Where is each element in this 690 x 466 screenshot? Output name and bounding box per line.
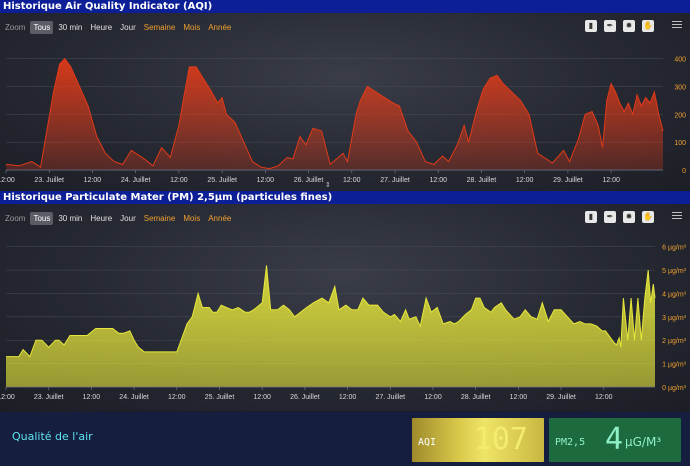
hand-icon[interactable]: ✋ <box>642 20 654 32</box>
pm-series-line[interactable] <box>6 265 656 358</box>
aqi-x-tick-label: 12:00 <box>0 177 15 184</box>
pm-x-tick-label: 28. Juillet <box>461 394 491 401</box>
air-quality-title: Qualité de l'air <box>12 430 93 443</box>
pm-x-tick-label: 29. Juillet <box>546 394 576 401</box>
pm-chart-tools: ▮ ✒ ✹ ✋ <box>585 211 654 223</box>
pm-range-selector: Zoom Tous 30 min Heure Jour Semaine Mois… <box>5 211 234 225</box>
pm-x-tick-label: 12:00 <box>0 394 15 401</box>
pm-y-tick-label: 0 µg/m³ <box>662 385 687 392</box>
range-year-button[interactable]: Année <box>208 22 232 32</box>
range-month-button[interactable]: Mois <box>183 22 201 32</box>
aqi-series-line[interactable] <box>5 57 664 170</box>
aqi-card: AQI 107 <box>412 418 544 462</box>
pm-x-tick-label: 12:00 <box>83 394 101 401</box>
chart-menu-icon[interactable] <box>672 21 682 29</box>
pm-x-tick-label: 26. Juillet <box>290 394 320 401</box>
pm-value: 4 <box>605 422 624 457</box>
range-hour-button[interactable]: Heure <box>90 22 113 32</box>
aqi-y-tick-label: 300 <box>674 84 686 91</box>
aqi-y-tick-label: 400 <box>674 57 686 64</box>
pm-x-tick-label: 12:00 <box>253 394 271 401</box>
aqi-chart-panel: Zoom Tous 30 min Heure Jour Semaine Mois… <box>0 13 690 193</box>
aqi-x-tick-label: 12:00 <box>170 177 188 184</box>
aqi-x-tick-label: 12:00 <box>257 177 275 184</box>
pm-y-tick-label: 1 µg/m³ <box>662 362 687 369</box>
pm-y-tick-label: 2 µg/m³ <box>662 338 687 345</box>
pm-y-tick-label: 5 µg/m³ <box>662 268 687 275</box>
pm-x-tick-label: 24. Juillet <box>119 394 149 401</box>
zoom-label: Zoom <box>5 213 26 223</box>
aqi-x-tick-label: 29. Juillet <box>553 177 583 184</box>
gear-icon[interactable]: ✹ <box>623 20 635 32</box>
pm-x-tick-label: 12:00 <box>510 394 528 401</box>
pm-chart: 0 µg/m³ 1 µg/m³ 2 µg/m³ 3 µg/m³ 4 µg/m³ 5 µg/… <box>0 245 687 401</box>
pm-area-series[interactable] <box>6 265 655 387</box>
pm-label: PM2,5 <box>555 437 586 448</box>
pm-unit: µG/M³ <box>625 435 662 449</box>
range-30min-button[interactable]: 30 min <box>58 22 83 32</box>
pipette-icon[interactable]: ✒ <box>604 20 616 32</box>
aqi-chart: 0 100 200 300 400 12:00 23. Juillet 12:00 24. Ju… <box>0 57 686 184</box>
pm-x-tick-label: 25. Juillet <box>205 394 235 401</box>
pipette-icon[interactable]: ✒ <box>604 211 616 223</box>
navigator-handle-icon[interactable]: ⇕ <box>325 181 331 189</box>
air-quality-footer: Qualité de l'air AQI 107 PM2,5 4 µG/M³ <box>0 412 690 466</box>
pm-x-tick-label: 23. Juillet <box>34 394 64 401</box>
range-all-button[interactable]: Tous <box>30 20 54 34</box>
hand-icon[interactable]: ✋ <box>642 211 654 223</box>
pm-x-tick-label: 12:00 <box>595 394 613 401</box>
trash-icon[interactable]: ▮ <box>585 211 597 223</box>
aqi-x-tick-label: 12:00 <box>84 177 102 184</box>
aqi-x-tick-label: 12:00 <box>343 177 361 184</box>
aqi-area-series[interactable] <box>6 58 663 170</box>
range-hour-button[interactable]: Heure <box>90 213 113 223</box>
zoom-label: Zoom <box>5 22 26 32</box>
aqi-label: AQI <box>418 437 437 448</box>
aqi-chart-tools: ▮ ✒ ✹ ✋ <box>585 20 654 32</box>
aqi-x-tick-label: 12:00 <box>429 177 447 184</box>
aqi-x-tick-label: 24. Juillet <box>121 177 151 184</box>
aqi-x-tick-label: 27. Juillet <box>380 177 410 184</box>
aqi-x-tick-label: 25. Juillet <box>207 177 237 184</box>
pm-y-tick-label: 3 µg/m³ <box>662 315 687 322</box>
aqi-x-tick-label: 12:00 <box>602 177 620 184</box>
chart-menu-icon[interactable] <box>672 212 682 220</box>
range-all-button[interactable]: Tous <box>30 211 54 225</box>
aqi-value: 107 <box>473 422 528 457</box>
pm-x-tick-label: 12:00 <box>339 394 357 401</box>
pm-x-tick-label: 12:00 <box>168 394 186 401</box>
aqi-x-tick-label: 28. Juillet <box>467 177 497 184</box>
pm-panel-title: Historique Particulate Mater (PM) 2,5µm … <box>0 191 690 204</box>
gear-icon[interactable]: ✹ <box>623 211 635 223</box>
aqi-x-tick-label: 23. Juillet <box>34 177 64 184</box>
aqi-x-tick-label: 12:00 <box>516 177 534 184</box>
aqi-y-tick-label: 100 <box>674 140 686 147</box>
pm-y-tick-label: 4 µg/m³ <box>662 291 687 298</box>
range-30min-button[interactable]: 30 min <box>58 213 83 223</box>
pm-x-tick-label: 12:00 <box>424 394 442 401</box>
pm-y-tick-label: 6 µg/m³ <box>662 245 687 252</box>
aqi-y-tick-label: 200 <box>674 112 686 119</box>
range-day-button[interactable]: Jour <box>120 213 136 223</box>
range-week-button[interactable]: Semaine <box>143 213 176 223</box>
trash-icon[interactable]: ▮ <box>585 20 597 32</box>
pm-x-tick-label: 27. Juillet <box>375 394 405 401</box>
pm-card: PM2,5 4 µG/M³ <box>549 418 681 462</box>
range-month-button[interactable]: Mois <box>183 213 201 223</box>
aqi-x-tick-label: 26. Juillet <box>294 177 324 184</box>
range-week-button[interactable]: Semaine <box>143 22 176 32</box>
pm-chart-panel: Zoom Tous 30 min Heure Jour Semaine Mois… <box>0 204 690 411</box>
aqi-range-selector: Zoom Tous 30 min Heure Jour Semaine Mois… <box>5 20 234 34</box>
aqi-y-tick-label: 0 <box>682 168 686 175</box>
range-day-button[interactable]: Jour <box>120 22 136 32</box>
range-year-button[interactable]: Année <box>208 213 232 223</box>
aqi-panel-title: Historique Air Quality Indicator (AQI) <box>0 0 690 13</box>
